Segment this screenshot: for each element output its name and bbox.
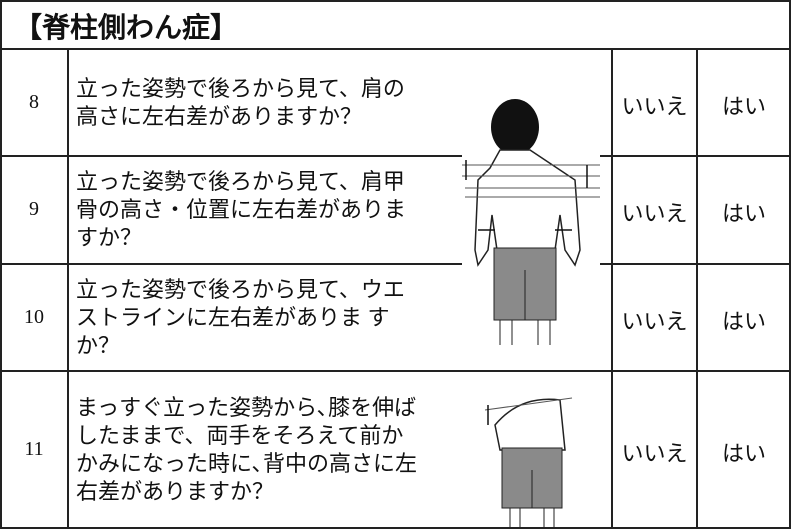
answer-yes: はい — [721, 441, 766, 466]
question-line: 立った姿勢で後ろから見て、ウエ — [76, 276, 405, 302]
answer-no: いいえ — [621, 441, 688, 466]
question-line: 立った姿勢で後ろから見て、肩甲 — [76, 169, 405, 194]
question-line: すか？ — [76, 225, 143, 250]
row-number: 8 — [29, 90, 39, 113]
title: 【脊柱側わん症】 — [14, 11, 239, 44]
answer-yes: はい — [721, 308, 766, 334]
question-line: 右差がありますか？ — [76, 479, 275, 504]
answer-no: いいえ — [621, 93, 688, 119]
question-line: か？ — [76, 332, 121, 358]
question-line: したままで、両手をそろえて前か — [76, 423, 404, 448]
answer-yes: はい — [721, 201, 766, 226]
bending-figure — [484, 397, 573, 529]
question-line: 立った姿勢で後ろから見て、肩の — [76, 75, 405, 101]
answer-yes: はい — [721, 93, 766, 119]
row-number: 9 — [29, 198, 39, 220]
answer-no: いいえ — [621, 201, 688, 226]
row-number: 10 — [24, 305, 44, 328]
question-line: 高さに左右差がありますか？ — [76, 103, 363, 129]
question-line: かみになった時に､背中の高さに左 — [76, 451, 418, 476]
question-line: ストラインに左右差がありま す — [76, 304, 390, 330]
question-line: まっすぐ立った姿勢から､膝を伸ば — [76, 395, 417, 420]
answer-no: いいえ — [621, 308, 688, 334]
question-line: 骨の高さ・位置に左右差がありま — [76, 197, 407, 222]
standing-figure — [462, 99, 600, 345]
row-number: 11 — [24, 438, 44, 460]
